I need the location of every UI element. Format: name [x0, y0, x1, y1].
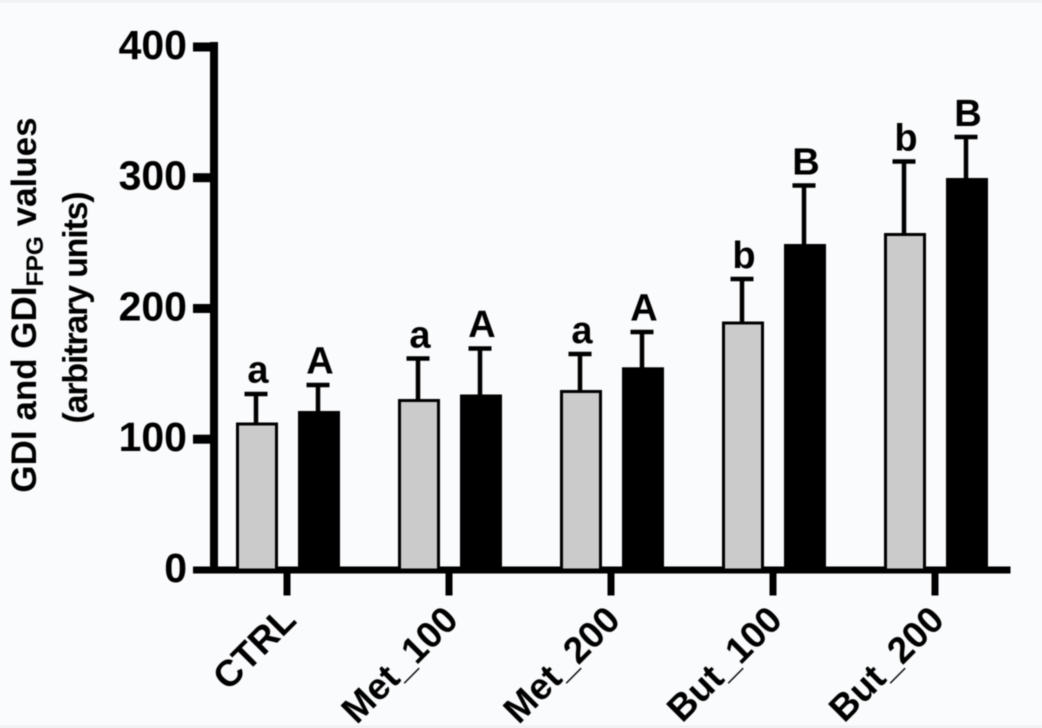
svg-text:(arbitrary units): (arbitrary units)	[57, 193, 95, 424]
svg-text:200: 200	[119, 284, 187, 330]
svg-text:a: a	[571, 310, 593, 352]
svg-text:b: b	[894, 118, 917, 160]
svg-text:0: 0	[164, 545, 187, 591]
svg-text:GDI and GDIFPG values: GDI and GDIFPG values	[5, 117, 49, 492]
svg-text:a: a	[409, 315, 431, 357]
svg-text:A: A	[306, 341, 333, 383]
svg-text:400: 400	[119, 22, 187, 68]
svg-text:100: 100	[119, 414, 187, 460]
svg-text:A: A	[630, 288, 657, 330]
svg-text:B: B	[954, 93, 981, 135]
svg-text:b: b	[732, 235, 755, 277]
svg-text:300: 300	[119, 153, 187, 199]
svg-text:A: A	[468, 304, 495, 346]
svg-text:a: a	[247, 350, 269, 392]
svg-text:B: B	[792, 142, 819, 184]
